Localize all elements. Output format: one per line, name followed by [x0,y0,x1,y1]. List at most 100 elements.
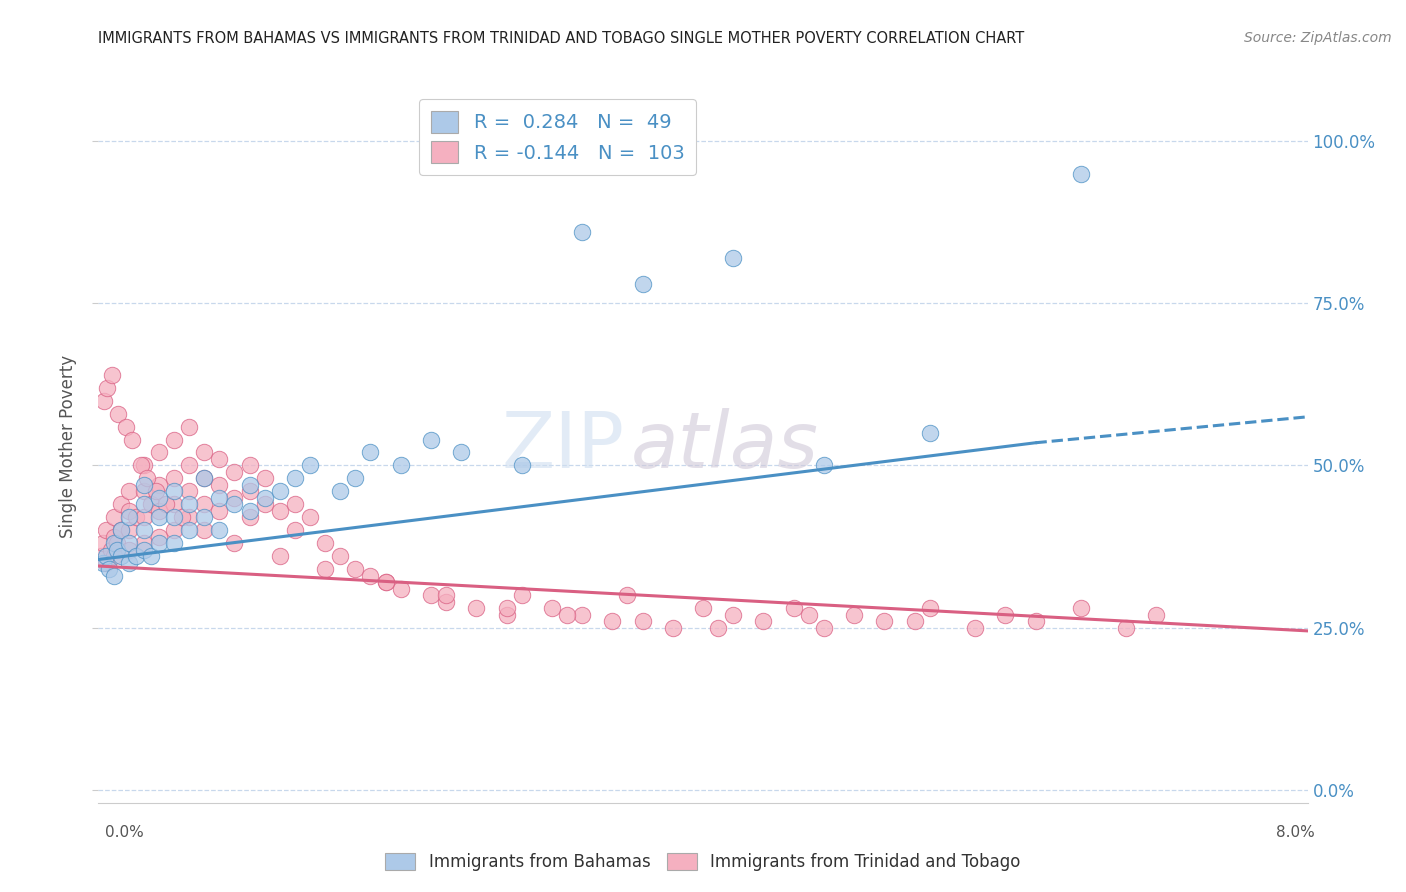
Point [141,549,163,564]
Point [132,484,155,499]
Point [118,524,141,538]
Point [314,536,336,550]
Legend: Immigrants from Bahamas, Immigrants from Trinidad and Tobago: Immigrants from Bahamas, Immigrants from… [377,845,1029,880]
Point [135,471,157,485]
Point [631,277,654,291]
Point [783,601,806,615]
Point [179,484,201,499]
Point [813,621,835,635]
Point [155,497,177,511]
Point [510,458,533,473]
Point [994,607,1017,622]
Point [434,588,457,602]
Point [495,607,517,622]
Point [94,556,117,570]
Point [148,510,170,524]
Point [723,251,745,265]
Point [100,542,122,557]
Point [132,458,155,473]
Point [1070,167,1092,181]
Point [179,458,201,473]
Point [239,484,262,499]
Point [179,510,201,524]
Point [121,433,143,447]
Point [170,510,193,524]
Point [253,497,276,511]
Point [284,524,307,538]
Point [208,504,231,518]
Point [224,465,246,479]
Point [239,504,262,518]
Point [707,621,730,635]
Point [239,510,262,524]
Point [434,595,457,609]
Point [193,510,215,524]
Point [239,478,262,492]
Point [163,524,186,538]
Point [96,381,118,395]
Point [389,582,412,596]
Point [797,607,820,622]
Point [374,575,396,590]
Point [284,497,307,511]
Point [616,588,638,602]
Point [110,524,132,538]
Point [344,562,367,576]
Point [723,607,745,622]
Point [132,542,155,557]
Point [163,510,186,524]
Text: atlas: atlas [630,408,818,484]
Point [118,484,141,499]
Point [132,510,155,524]
Point [179,497,201,511]
Point [93,393,115,408]
Point [450,445,472,459]
Point [692,601,714,615]
Point [179,524,201,538]
Point [90,549,112,564]
Point [103,536,125,550]
Point [91,556,114,570]
Point [224,497,246,511]
Text: Source: ZipAtlas.com: Source: ZipAtlas.com [1244,31,1392,45]
Point [1115,621,1137,635]
Point [465,601,488,615]
Point [118,510,141,524]
Point [118,542,141,557]
Point [110,497,132,511]
Point [541,601,564,615]
Point [163,497,186,511]
Point [374,575,396,590]
Point [555,607,578,622]
Point [299,510,322,524]
Point [94,549,117,564]
Point [360,568,382,582]
Point [269,549,291,564]
Point [105,542,128,557]
Point [105,536,128,550]
Point [193,524,215,538]
Point [118,556,141,570]
Point [631,614,654,628]
Point [125,510,148,524]
Point [420,588,443,602]
Point [965,621,987,635]
Point [132,524,155,538]
Point [284,471,307,485]
Point [148,478,170,492]
Point [662,621,685,635]
Point [360,445,382,459]
Point [148,504,170,518]
Point [98,562,121,576]
Point [107,407,129,421]
Point [208,491,231,505]
Point [253,471,276,485]
Point [193,445,215,459]
Point [224,536,246,550]
Point [141,497,163,511]
Point [208,478,231,492]
Point [148,530,170,544]
Point [844,607,866,622]
Point [495,601,517,615]
Point [179,419,201,434]
